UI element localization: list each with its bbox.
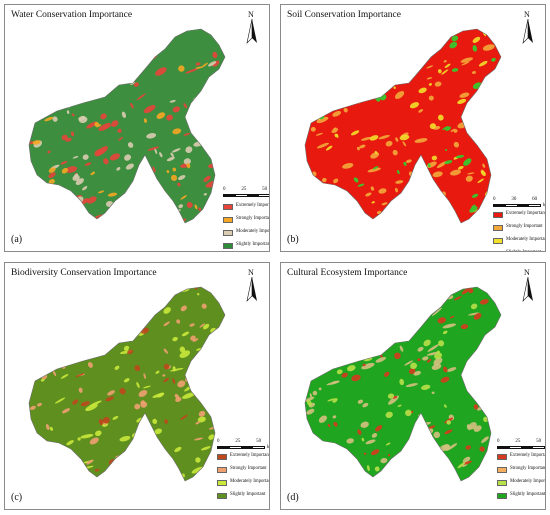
legend-label: Slightly Important bbox=[510, 492, 546, 497]
legend-swatch bbox=[493, 238, 503, 244]
panel-title: Water Conservation Importance bbox=[11, 10, 133, 20]
north-arrow-icon: N bbox=[245, 268, 259, 303]
panel-title: Biodiversity Conservation Importance bbox=[11, 268, 157, 278]
legend-label: Moderately Important bbox=[506, 237, 546, 242]
panel-letter: (a) bbox=[11, 234, 23, 245]
legend-item: Strongly Important bbox=[493, 224, 545, 237]
legend-swatch bbox=[493, 212, 503, 218]
legend: Extremely Important Strongly Important Mod… bbox=[223, 203, 270, 251]
legend-swatch bbox=[223, 243, 233, 249]
legend-item: Extremely Important bbox=[217, 453, 270, 466]
legend-item: Extremely Important bbox=[493, 211, 546, 224]
legend-label: Moderately Important bbox=[510, 479, 546, 484]
legend-label: Strongly Important bbox=[236, 216, 270, 221]
legend-label: Moderately Important bbox=[236, 229, 270, 234]
legend-item: Moderately Important bbox=[493, 237, 546, 250]
north-arrow-icon: N bbox=[521, 268, 535, 303]
legend: Extremely Important Strongly Important Mod… bbox=[497, 453, 546, 505]
panel-biodiversity-conservation: Biodiversity Conservation Importance N 0… bbox=[4, 262, 270, 510]
panel-letter: (c) bbox=[11, 492, 23, 503]
legend-label: Extremely Important bbox=[236, 203, 270, 208]
region-fill bbox=[29, 29, 225, 223]
legend-item: Moderately Important bbox=[217, 479, 270, 492]
panel-letter: (d) bbox=[287, 492, 299, 503]
north-label: N bbox=[248, 10, 254, 19]
legend-item: Slightly Important bbox=[223, 242, 270, 251]
legend-swatch bbox=[217, 454, 227, 460]
legend-swatch bbox=[493, 225, 503, 231]
legend-label: Strongly Important bbox=[506, 224, 543, 229]
north-arrow-icon: N bbox=[245, 10, 259, 45]
legend-label: Extremely Important bbox=[510, 453, 545, 458]
legend-swatch bbox=[497, 454, 507, 460]
legend: Extremely Important Strongly Important Mod… bbox=[493, 211, 546, 252]
panel-title: Soil Conservation Importance bbox=[287, 10, 401, 20]
north-arrow-icon: N bbox=[521, 10, 535, 45]
legend-item: Slightly Important bbox=[497, 492, 546, 505]
legend-item: Strongly Important bbox=[223, 216, 270, 229]
legend-item: Moderately Important bbox=[223, 229, 270, 242]
legend-label: Slightly Important bbox=[506, 250, 541, 251]
legend-swatch bbox=[223, 230, 233, 236]
legend-swatch bbox=[497, 480, 507, 486]
legend-label: Strongly Important bbox=[510, 466, 546, 471]
north-label: N bbox=[524, 10, 530, 19]
legend-swatch bbox=[223, 204, 233, 210]
legend-label: Slightly Important bbox=[236, 242, 270, 247]
legend-swatch bbox=[223, 217, 233, 223]
north-label: N bbox=[248, 268, 254, 277]
legend-item: Strongly Important bbox=[217, 466, 269, 479]
legend-item: Moderately Important bbox=[497, 479, 546, 492]
legend-swatch bbox=[493, 251, 503, 252]
legend-item: Extremely Important bbox=[497, 453, 545, 466]
panel-title: Cultural Ecosystem Importance bbox=[287, 268, 408, 278]
region-map bbox=[304, 286, 502, 482]
legend-swatch bbox=[217, 467, 227, 473]
legend-item: Slightly Important bbox=[493, 250, 545, 252]
legend-label: Strongly Important bbox=[230, 466, 267, 471]
region-map bbox=[304, 28, 502, 224]
north-label: N bbox=[524, 268, 530, 277]
legend-item: Strongly Important bbox=[497, 466, 546, 479]
legend-label: Moderately Important bbox=[230, 479, 270, 484]
legend-swatch bbox=[497, 493, 507, 499]
legend-label: Slightly Important bbox=[230, 492, 266, 497]
legend-label: Extremely Important bbox=[506, 211, 546, 216]
region-map bbox=[28, 28, 226, 224]
legend-label: Extremely Important bbox=[230, 453, 270, 458]
region-fill bbox=[29, 287, 225, 481]
region-map bbox=[28, 286, 226, 482]
legend-item: Slightly Important bbox=[217, 492, 269, 505]
legend-swatch bbox=[497, 467, 507, 473]
legend-swatch bbox=[217, 493, 227, 499]
panel-letter: (b) bbox=[287, 234, 299, 245]
legend-swatch bbox=[217, 480, 227, 486]
legend: Extremely Important Strongly Important Mod… bbox=[217, 453, 270, 505]
legend-item: Extremely Important bbox=[223, 203, 270, 216]
